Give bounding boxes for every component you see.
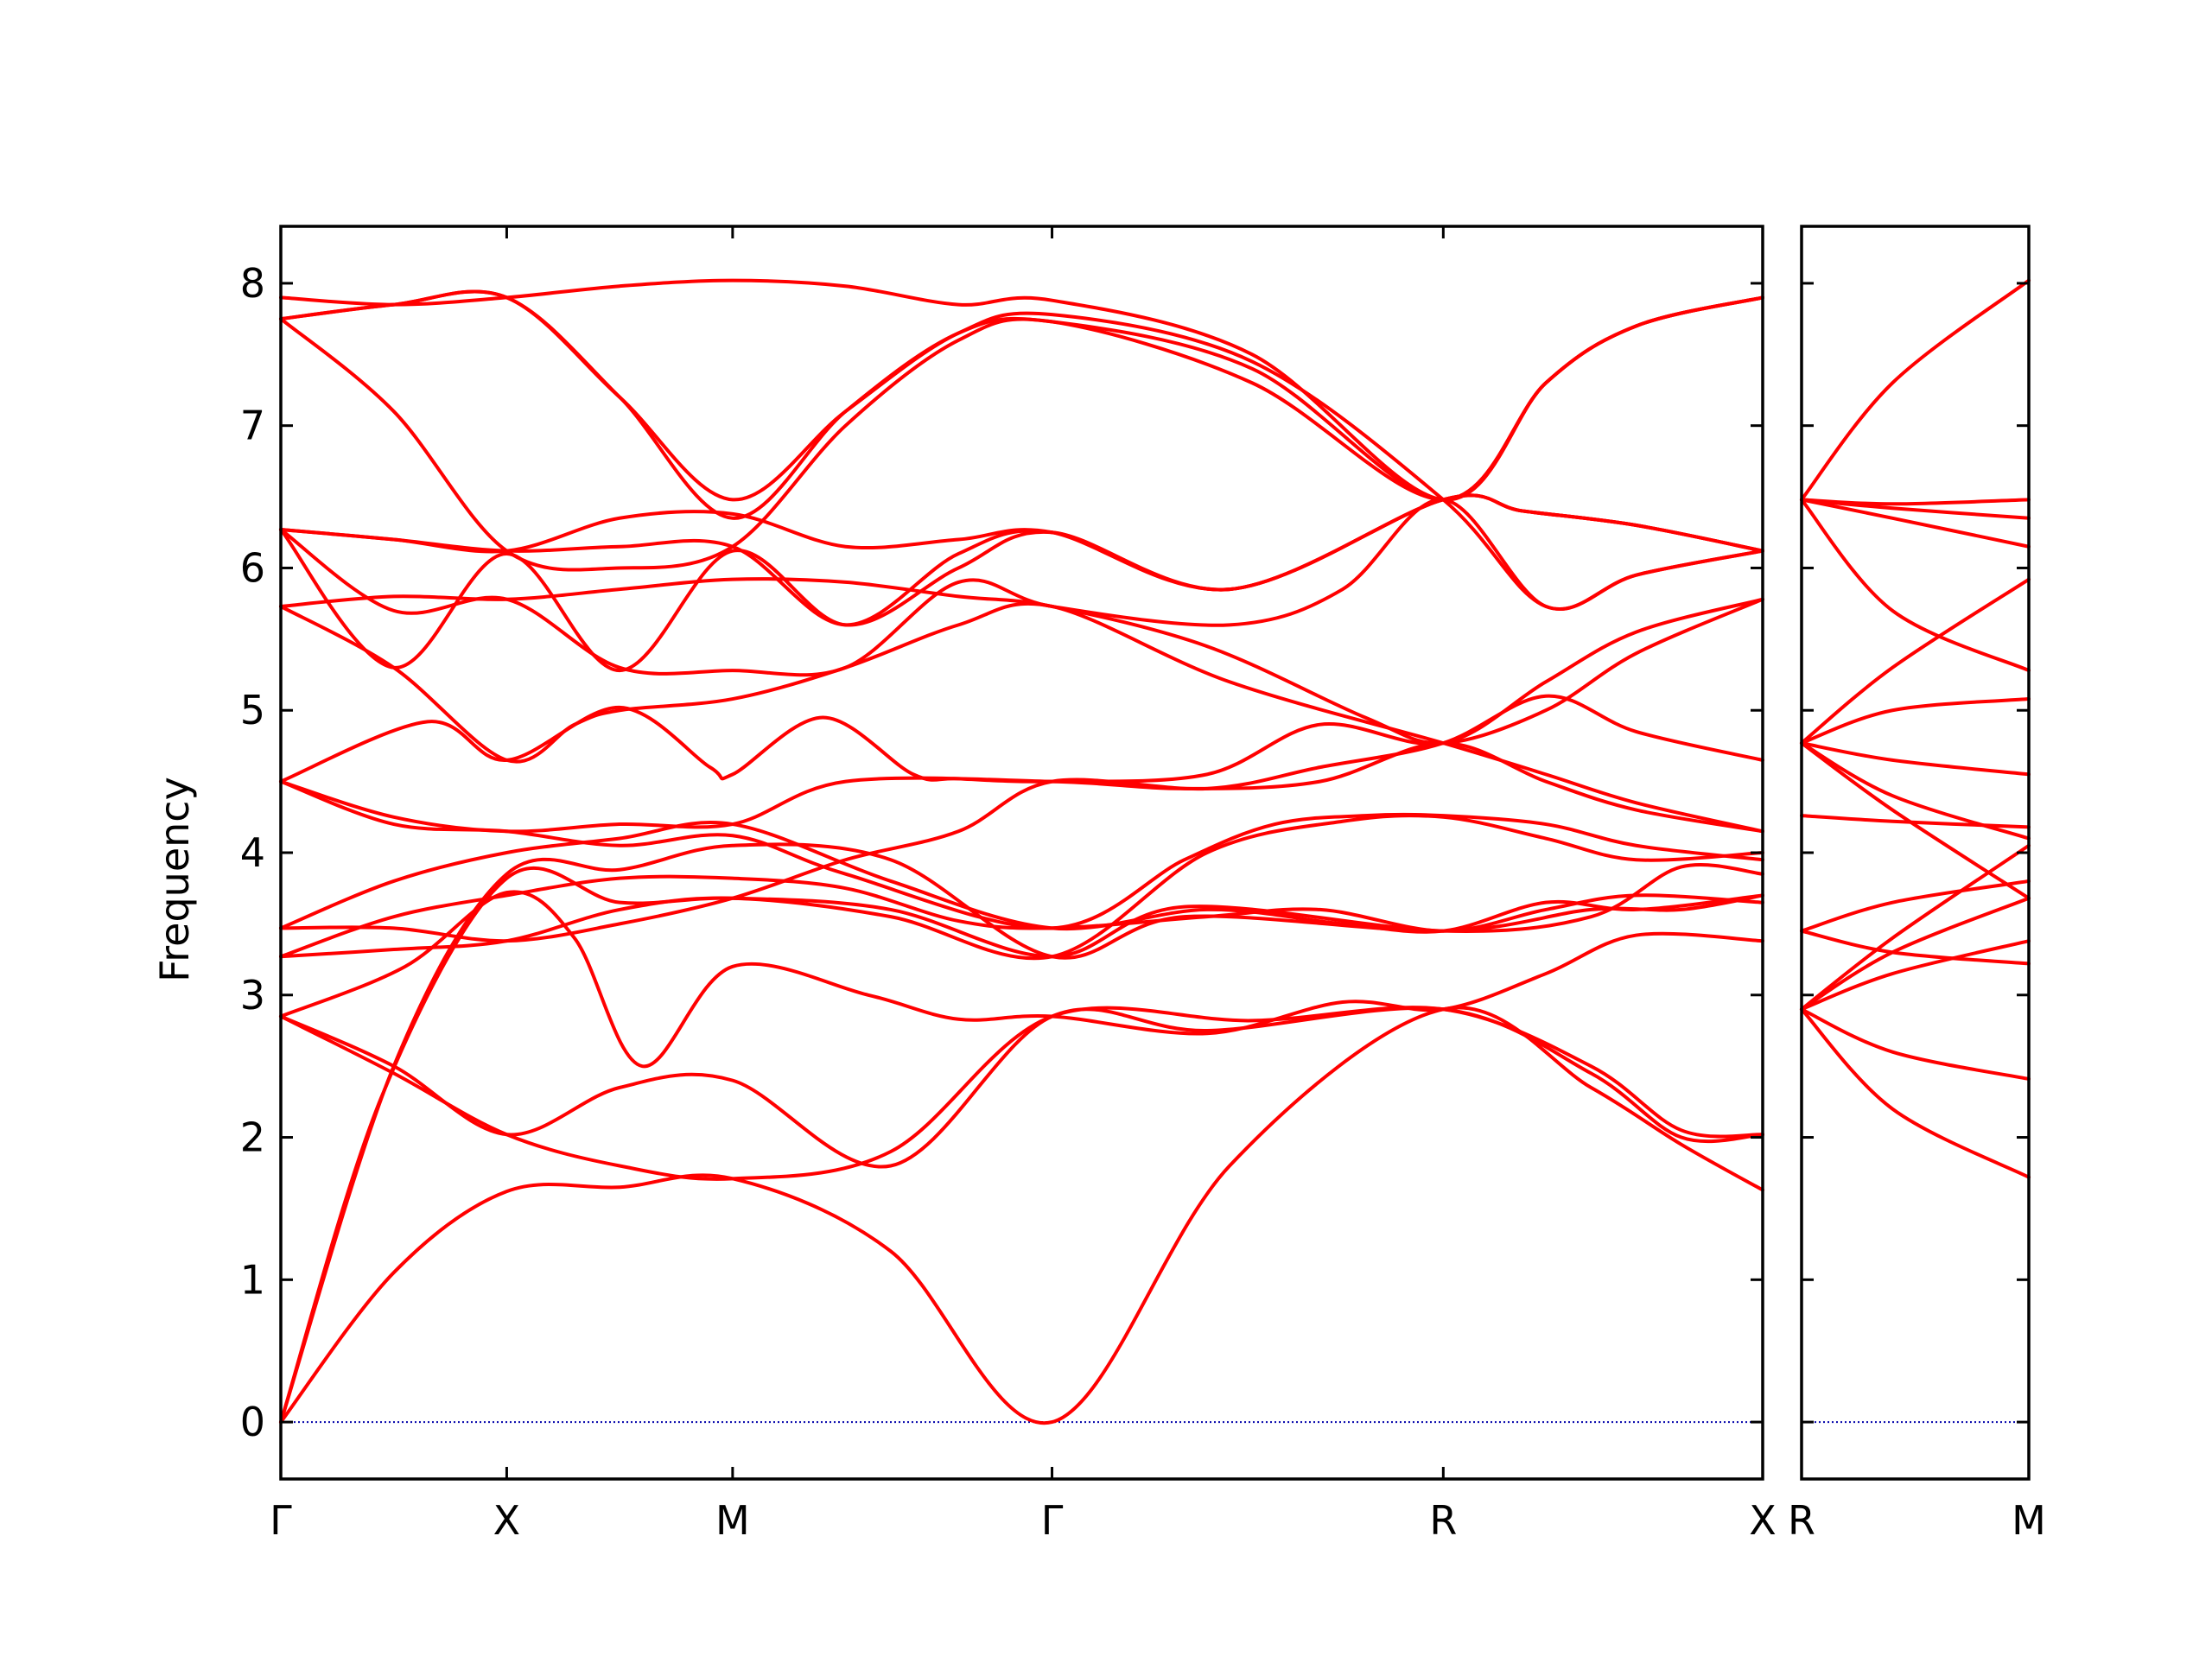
x-tick-label: Γ: [270, 1497, 292, 1544]
band-line-main-19: [279, 493, 1764, 592]
y-tick-label: 2: [240, 1114, 265, 1161]
y-axis-label: Frequency: [151, 777, 198, 982]
x-tick-label: Γ: [1041, 1497, 1064, 1544]
band-line-main-1: [279, 1006, 1764, 1425]
x-tick-label: X: [1749, 1497, 1777, 1544]
band-line-right-6: [1800, 929, 2031, 966]
x-tick-label: R: [1788, 1497, 1815, 1544]
band-line-right-12: [1800, 697, 2031, 746]
band-line-right-11: [1800, 741, 2031, 777]
band-line-main-8: [279, 694, 1764, 943]
x-tick-label: M: [2012, 1497, 2046, 1544]
band-line-main-13: [279, 597, 1764, 784]
y-tick-label: 1: [240, 1256, 265, 1303]
y-tick-label: 3: [240, 972, 265, 1019]
band-line-right-8: [1800, 814, 2031, 829]
band-line-right-15: [1800, 498, 2031, 549]
band-line-right-7: [1800, 879, 2031, 933]
band-line-main-22: [279, 289, 1764, 612]
band-line-main-6: [279, 890, 1764, 1069]
x-tick-label: R: [1429, 1497, 1457, 1544]
y-tick-label: 4: [240, 829, 265, 876]
band-line-right-9: [1800, 741, 2031, 900]
y-tick-label: 8: [240, 260, 265, 307]
band-line-right-1: [1800, 1007, 2031, 1179]
band-line-right-4: [1800, 843, 2031, 1012]
band-line-main-12: [279, 779, 1764, 930]
band-line-right-14: [1800, 498, 2031, 673]
y-tick-label: 6: [240, 544, 265, 591]
band-line-right-5: [1800, 939, 2031, 1012]
band-line-main-2: [279, 863, 1764, 1425]
y-tick-label: 0: [240, 1399, 265, 1445]
band-line-right-13: [1800, 577, 2031, 746]
y-tick-label: 7: [240, 403, 265, 449]
band-line-main-3: [279, 842, 1764, 1425]
x-tick-label: M: [715, 1497, 750, 1544]
band-line-main-23: [279, 278, 1764, 502]
band-line-main-9: [279, 874, 1764, 959]
band-line-main-5: [279, 1006, 1764, 1181]
x-tick-label: X: [493, 1497, 521, 1544]
band-line-right-10: [1800, 741, 2031, 841]
band-line-right-17: [1800, 498, 2031, 506]
y-tick-label: 5: [240, 687, 265, 733]
band-line-right-2: [1800, 1007, 2031, 1081]
band-line-main-14: [279, 601, 1764, 834]
panel-main: 0 1 2 3 4 5 6 7 8 Γ X M Γ R X: [240, 225, 1777, 1544]
band-line-right-18: [1800, 278, 2031, 502]
band-line-main-15: [279, 577, 1764, 746]
